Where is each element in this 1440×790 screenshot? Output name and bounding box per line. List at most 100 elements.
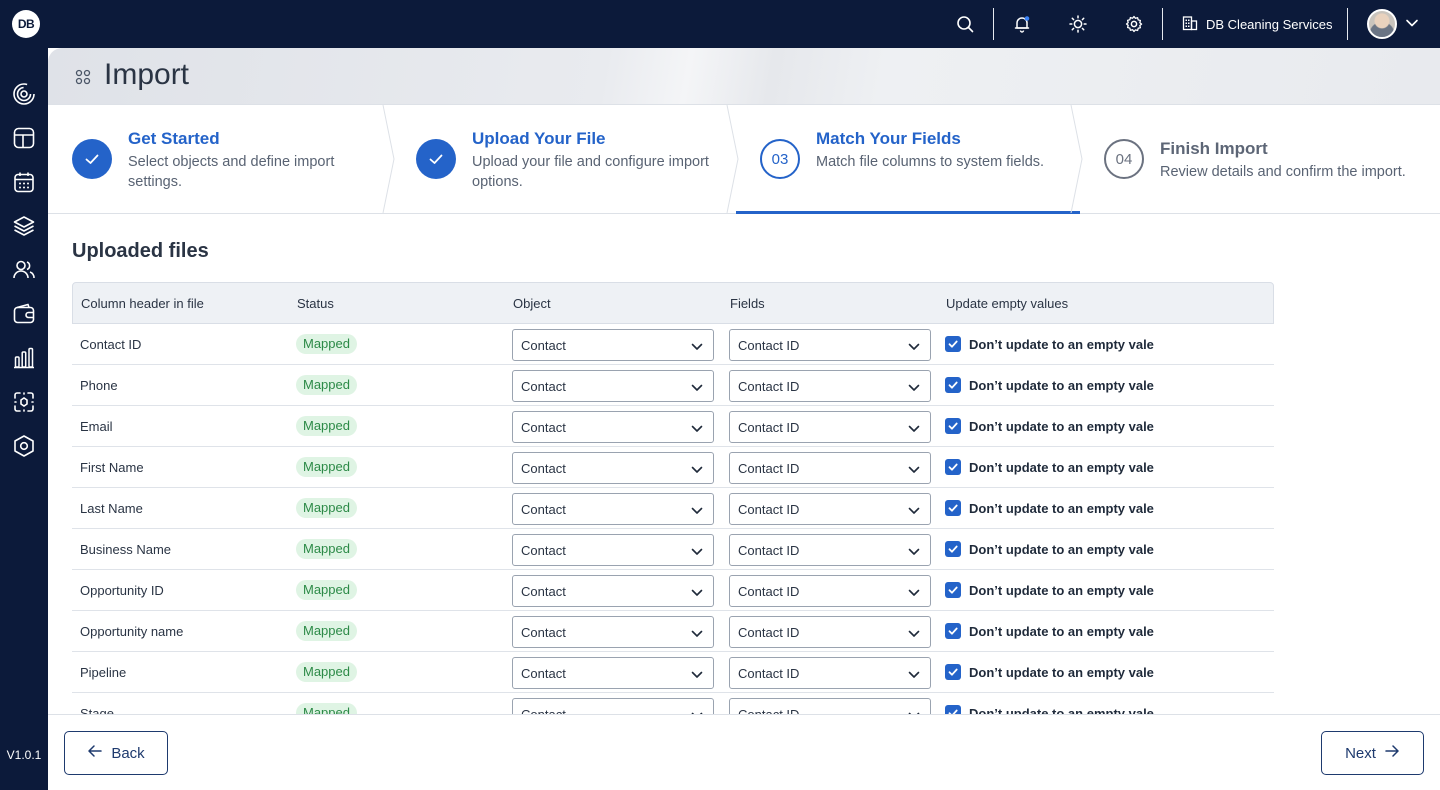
bell-icon[interactable]: [1012, 14, 1032, 34]
update-empty-checkbox[interactable]: [945, 705, 961, 714]
step-match-fields[interactable]: 03 Match Your Fields Match file columns …: [736, 105, 1080, 214]
step-separator: [726, 105, 739, 213]
step-separator: [382, 105, 395, 213]
update-empty-label: Don’t update to an empty vale: [969, 460, 1154, 475]
object-select[interactable]: Contact: [512, 657, 714, 689]
footer: Back Next: [48, 714, 1440, 790]
update-empty-label: Don’t update to an empty vale: [969, 542, 1154, 557]
step-get-started[interactable]: Get Started Select objects and define im…: [48, 105, 392, 213]
bar-chart-icon[interactable]: [12, 346, 36, 370]
object-select[interactable]: Contact: [512, 493, 714, 525]
field-select[interactable]: Contact ID: [729, 411, 931, 443]
apps-grid-icon[interactable]: [75, 69, 91, 90]
column-name: Pipeline: [80, 665, 127, 680]
field-select[interactable]: Contact ID: [729, 698, 931, 714]
field-select[interactable]: Contact ID: [729, 493, 931, 525]
field-select-value: Contact ID: [738, 666, 800, 681]
object-select[interactable]: Contact: [512, 616, 714, 648]
back-button[interactable]: Back: [64, 731, 168, 775]
sun-icon[interactable]: [1068, 14, 1088, 34]
step-title: Match Your Fields: [816, 129, 961, 148]
update-empty-checkbox[interactable]: [945, 623, 961, 639]
hexagon-settings-icon[interactable]: [12, 434, 36, 458]
search-icon[interactable]: [955, 14, 975, 34]
layout-icon[interactable]: [12, 126, 36, 150]
chevron-down-icon: [691, 463, 703, 481]
field-select[interactable]: Contact ID: [729, 657, 931, 689]
chevron-down-icon: [908, 545, 920, 563]
status-badge: Mapped: [296, 703, 357, 714]
table-row: Last Name Mapped Contact Contact ID Don’t up…: [72, 488, 1274, 529]
update-empty-label: Don’t update to an empty vale: [969, 337, 1154, 352]
calendar-icon[interactable]: [12, 170, 36, 194]
update-empty-label: Don’t update to an empty vale: [969, 706, 1154, 714]
company-switcher[interactable]: DB Cleaning Services: [1182, 14, 1332, 34]
chevron-down-icon: [691, 381, 703, 399]
chevron-down-icon: [691, 340, 703, 358]
chevron-down-icon: [908, 627, 920, 645]
step-description: Match file columns to system fields.: [816, 154, 1045, 170]
field-select-value: Contact ID: [738, 461, 800, 476]
object-select[interactable]: Contact: [512, 329, 714, 361]
company-name: DB Cleaning Services: [1206, 16, 1333, 32]
object-select-value: Contact: [521, 461, 566, 476]
update-empty-checkbox[interactable]: [945, 664, 961, 680]
object-select[interactable]: Contact: [512, 411, 714, 443]
scan-icon[interactable]: [12, 390, 36, 414]
spinner-icon[interactable]: [12, 82, 36, 106]
field-select[interactable]: Contact ID: [729, 616, 931, 648]
divider: [1347, 8, 1348, 40]
column-name: Email: [80, 419, 113, 434]
object-select-value: Contact: [521, 338, 566, 353]
section-title: Uploaded files: [72, 240, 209, 262]
wallet-icon[interactable]: [12, 302, 36, 326]
update-empty-checkbox[interactable]: [945, 582, 961, 598]
chevron-down-icon[interactable]: [1405, 16, 1419, 35]
update-empty-label: Don’t update to an empty vale: [969, 419, 1154, 434]
status-badge: Mapped: [296, 375, 357, 395]
avatar[interactable]: [1367, 9, 1397, 39]
update-empty-checkbox[interactable]: [945, 377, 961, 393]
update-empty-checkbox[interactable]: [945, 336, 961, 352]
update-empty-label: Don’t update to an empty vale: [969, 624, 1154, 639]
field-select[interactable]: Contact ID: [729, 534, 931, 566]
step-number: 03: [760, 139, 800, 179]
field-select-value: Contact ID: [738, 625, 800, 640]
next-label: Next: [1345, 744, 1376, 762]
update-empty-checkbox[interactable]: [945, 500, 961, 516]
chevron-down-icon: [691, 422, 703, 440]
active-step-indicator: [736, 211, 1080, 214]
field-select[interactable]: Contact ID: [729, 370, 931, 402]
object-select-value: Contact: [521, 543, 566, 558]
table-row: Opportunity name Mapped Contact Contact ID D…: [72, 611, 1274, 652]
object-select[interactable]: Contact: [512, 452, 714, 484]
update-empty-checkbox[interactable]: [945, 459, 961, 475]
check-icon: [72, 139, 112, 179]
object-select[interactable]: Contact: [512, 534, 714, 566]
field-select[interactable]: Contact ID: [729, 452, 931, 484]
field-select[interactable]: Contact ID: [729, 329, 931, 361]
layers-icon[interactable]: [12, 214, 36, 238]
object-select[interactable]: Contact: [512, 575, 714, 607]
step-upload-file[interactable]: Upload Your File Upload your file and co…: [392, 105, 736, 213]
step-finish-import[interactable]: 04 Finish Import Review details and conf…: [1080, 105, 1440, 213]
column-header: Status: [297, 296, 334, 311]
chevron-down-icon: [908, 340, 920, 358]
users-icon[interactable]: [12, 258, 36, 282]
chevron-down-icon: [908, 668, 920, 686]
column-name: Business Name: [80, 542, 172, 557]
table-viewport: Uploaded files Column header in file Sta…: [48, 48, 1440, 714]
update-empty-checkbox[interactable]: [945, 541, 961, 557]
object-select[interactable]: Contact: [512, 370, 714, 402]
gear-icon[interactable]: [1124, 14, 1144, 34]
next-button[interactable]: Next: [1321, 731, 1424, 775]
field-select[interactable]: Contact ID: [729, 575, 931, 607]
building-icon: [1182, 15, 1198, 34]
column-name: Contact ID: [80, 337, 142, 352]
object-select[interactable]: Contact: [512, 698, 714, 714]
step-description: Select objects and define import setting…: [128, 154, 335, 190]
update-empty-checkbox[interactable]: [945, 418, 961, 434]
chevron-down-icon: [908, 504, 920, 522]
app-logo[interactable]: DB: [12, 10, 40, 38]
field-select-value: Contact ID: [738, 707, 799, 714]
